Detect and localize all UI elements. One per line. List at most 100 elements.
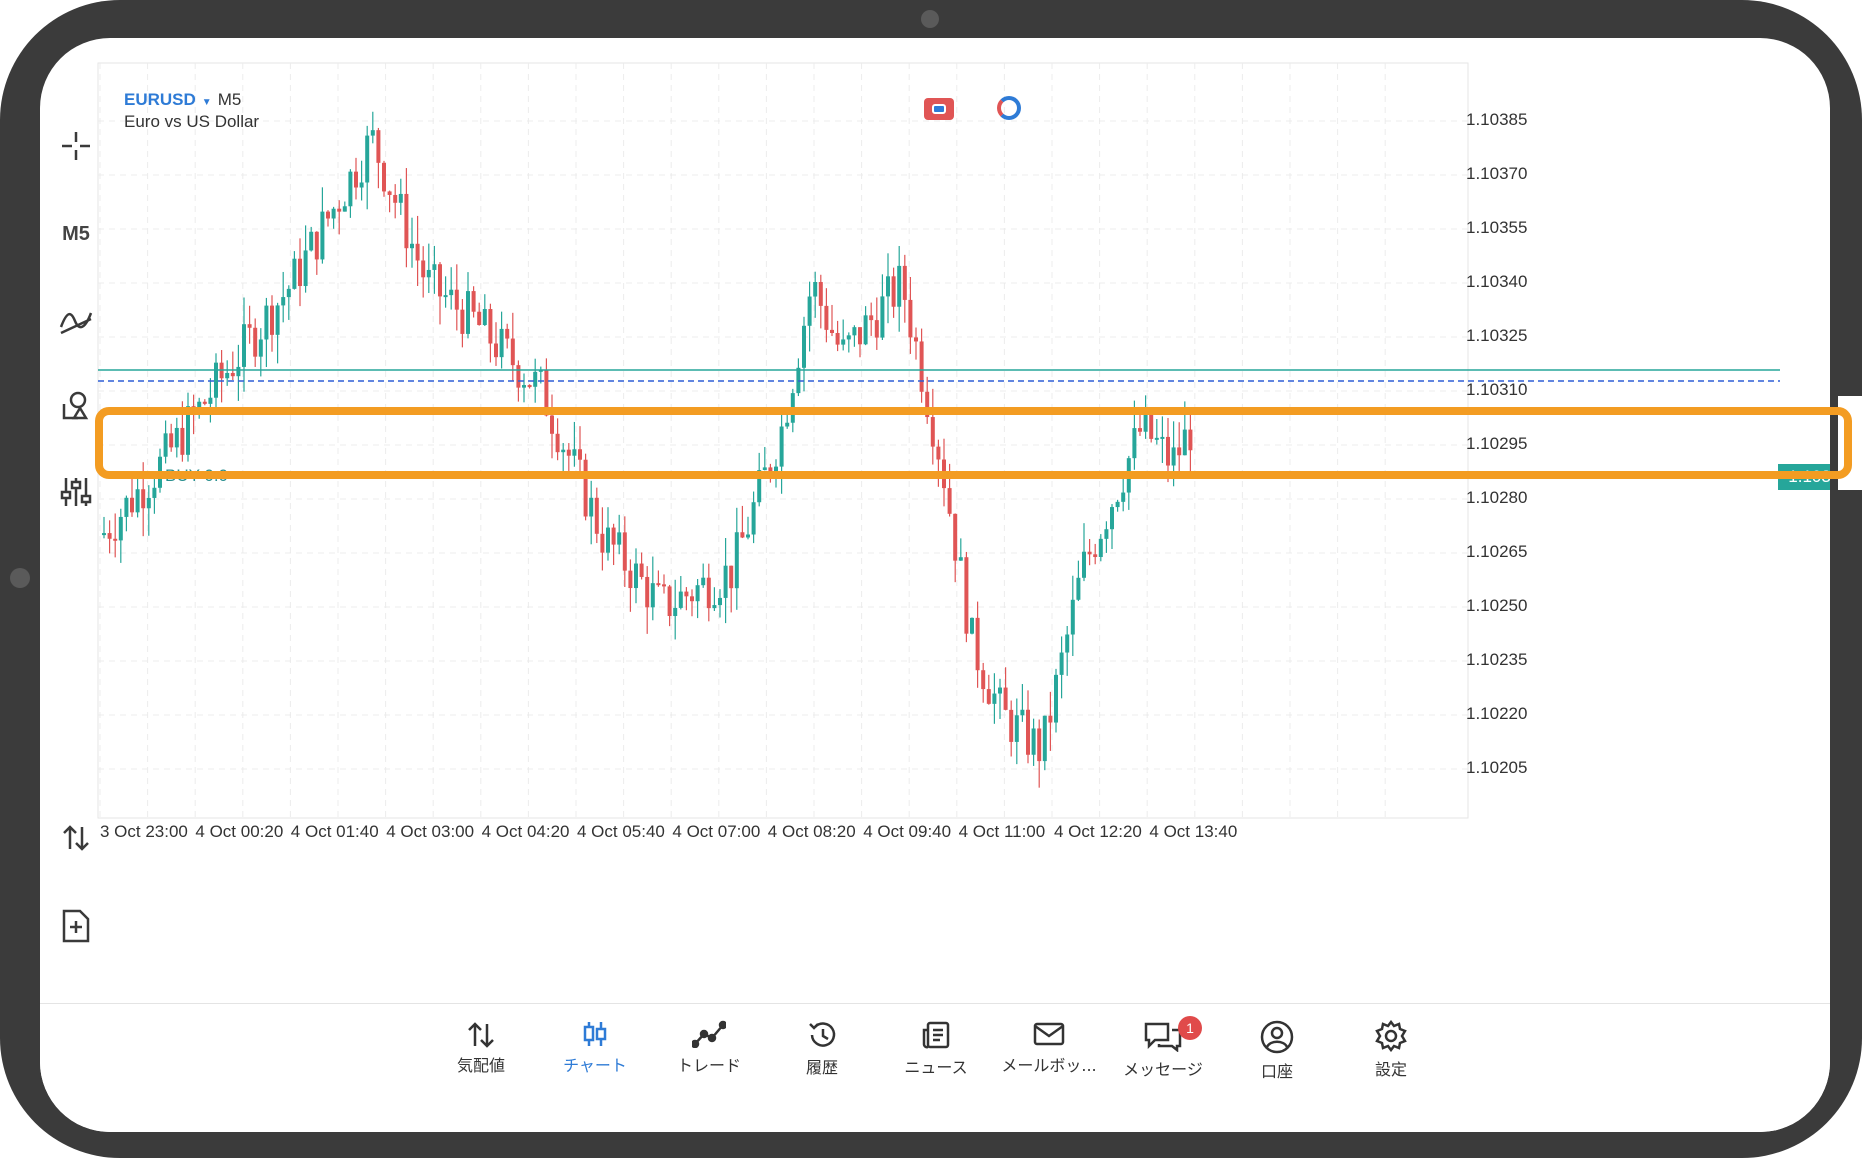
bear-candle: [130, 497, 134, 513]
bull-candle: [1059, 652, 1064, 675]
bull-candle: [785, 422, 790, 427]
nav-mailbox[interactable]: メールボッ...: [994, 1020, 1104, 1076]
bear-candle: [202, 401, 207, 404]
nav-settings-label: 設定: [1374, 1060, 1407, 1079]
bull-candle: [208, 397, 213, 404]
bear-candle: [471, 291, 476, 312]
bull-candle: [258, 339, 263, 357]
bear-candle: [270, 305, 274, 335]
bear-candle: [477, 311, 482, 326]
bear-candle: [113, 538, 118, 541]
nav-account[interactable]: 口座: [1222, 1020, 1332, 1082]
bull-candle: [1126, 458, 1131, 493]
bear-candle: [690, 596, 694, 602]
nav-chart[interactable]: チャート: [540, 1020, 650, 1076]
bull-candle: [701, 577, 706, 586]
bear-candle: [1188, 429, 1193, 451]
dropdown-triangle-icon: ▼: [201, 97, 212, 108]
bull-candle: [1182, 429, 1187, 456]
price-axis-label: 1.10310: [1466, 380, 1528, 399]
bear-candle: [550, 415, 554, 434]
symbol-selector[interactable]: EURUSD ▼ M5: [124, 90, 241, 110]
bull-candle: [1065, 634, 1070, 653]
bull-candle: [443, 295, 448, 298]
nav-history[interactable]: 履歴: [767, 1020, 877, 1078]
bear-candle: [527, 385, 532, 388]
nav-trade-label: トレード: [676, 1056, 741, 1075]
bull-candle: [320, 211, 325, 260]
nav-quotes-label: 気配値: [456, 1056, 505, 1075]
bull-candle: [174, 427, 179, 448]
bear-candle: [583, 459, 588, 517]
bear-candle: [494, 343, 498, 358]
bull-candle: [678, 591, 683, 608]
nav-news[interactable]: ニュース: [881, 1020, 991, 1078]
nav-trade[interactable]: トレード: [654, 1020, 764, 1076]
bull-candle: [370, 130, 375, 136]
price-axis-label: 1.10295: [1466, 434, 1528, 453]
time-axis-label: 4 Oct 12:20: [1054, 822, 1142, 841]
crosshair-icon[interactable]: [48, 122, 104, 170]
bear-candle: [247, 324, 252, 328]
nav-history-label: 履歴: [805, 1058, 838, 1077]
bull-candle: [762, 467, 767, 471]
bear-candle: [835, 332, 840, 345]
symbol-description: Euro vs US Dollar: [124, 112, 260, 131]
bull-candle: [146, 497, 151, 509]
nav-settings[interactable]: 設定: [1336, 1020, 1446, 1080]
market-clock-icon[interactable]: [997, 96, 1021, 120]
timeframe-button[interactable]: M5: [48, 210, 104, 258]
chart-icon: [583, 1022, 607, 1046]
bear-candle: [1177, 447, 1182, 456]
nav-messages[interactable]: 1 メッセージ: [1108, 1016, 1218, 1080]
bull-candle: [124, 497, 129, 517]
bear-candle: [611, 527, 616, 545]
price-axis-label: 1.10250: [1466, 596, 1528, 615]
bull-candle: [634, 563, 638, 589]
messages-badge: 1: [1178, 1016, 1202, 1040]
bear-candle: [947, 488, 952, 514]
bull-candle: [1121, 492, 1126, 502]
bull-candle: [275, 305, 280, 335]
bull-candle: [365, 135, 370, 183]
symbol-pair[interactable]: EURUSD: [124, 90, 196, 109]
settings-sliders-icon[interactable]: [48, 468, 104, 516]
time-axis-label: 4 Oct 03:00: [386, 822, 475, 841]
bear-candle: [891, 276, 896, 307]
bull-candle: [958, 557, 963, 561]
new-order-icon[interactable]: [48, 902, 104, 950]
bull-candle: [466, 291, 470, 334]
time-axis-label: 4 Oct 04:20: [481, 822, 570, 841]
one-click-trading-icon[interactable]: [924, 98, 954, 120]
bear-candle: [594, 497, 599, 534]
bull-candle: [1014, 715, 1019, 742]
bull-candle: [841, 339, 846, 345]
price-axis-label: 1.10205: [1466, 758, 1528, 777]
bear-candle: [981, 670, 986, 690]
bull-candle: [852, 327, 857, 336]
bear-candle: [858, 327, 862, 345]
bear-candle: [925, 391, 930, 418]
bear-candle: [830, 329, 834, 333]
nav-quotes[interactable]: 気配値: [426, 1020, 536, 1076]
bull-candle: [1020, 709, 1025, 716]
bear-candle: [600, 533, 605, 553]
bull-candle: [197, 401, 202, 413]
position-label[interactable]: BUY 0.0: [165, 466, 229, 485]
trade-arrows-icon[interactable]: [48, 814, 104, 862]
chart-area[interactable]: EURUSD ▼ M5 Euro vs US Dollar BUY 0.0 1.10…: [40, 38, 1830, 998]
bull-candle: [309, 231, 314, 251]
bull-candle: [1171, 447, 1176, 466]
bull-candle: [426, 269, 431, 278]
bull-candle: [398, 193, 403, 203]
bull-candle: [1110, 507, 1114, 530]
bear-candle: [314, 231, 319, 260]
bull-candle: [499, 328, 504, 358]
bull-candle: [589, 497, 594, 517]
price-axis-label: 1.10355: [1466, 218, 1528, 237]
candlestick-chart[interactable]: [40, 38, 1830, 998]
bull-candle: [522, 385, 526, 388]
indicators-icon[interactable]: [48, 296, 104, 344]
bull-candle: [331, 208, 336, 219]
objects-icon[interactable]: [48, 382, 104, 430]
